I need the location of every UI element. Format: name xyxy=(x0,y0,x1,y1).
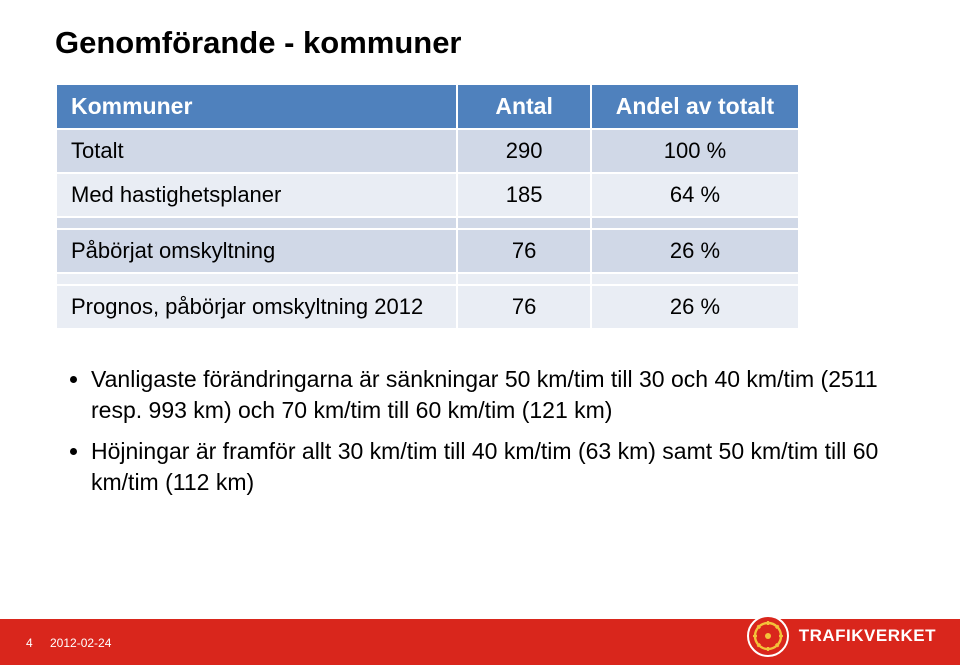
cell: 185 xyxy=(457,173,591,217)
footer: 4 2012-02-24 TRAFIKVERKET xyxy=(0,613,960,665)
data-table: Kommuner Antal Andel av totalt Totalt 29… xyxy=(55,83,800,330)
cell: 76 xyxy=(457,229,591,273)
cell: Påbörjat omskyltning xyxy=(56,229,457,273)
table-row: Prognos, påbörjar omskyltning 2012 76 26… xyxy=(56,285,799,329)
brand-logo-icon xyxy=(747,615,789,657)
cell: 64 % xyxy=(591,173,799,217)
brand-name: TRAFIKVERKET xyxy=(799,626,936,646)
cell: 100 % xyxy=(591,129,799,173)
col-header-1: Antal xyxy=(457,84,591,129)
cell: 76 xyxy=(457,285,591,329)
table-spacer xyxy=(56,273,799,285)
cell: 26 % xyxy=(591,285,799,329)
footer-date: 2012-02-24 xyxy=(50,636,111,650)
col-header-2: Andel av totalt xyxy=(591,84,799,129)
table-row: Totalt 290 100 % xyxy=(56,129,799,173)
table-row: Med hastighetsplaner 185 64 % xyxy=(56,173,799,217)
cell: 26 % xyxy=(591,229,799,273)
table-row: Påbörjat omskyltning 76 26 % xyxy=(56,229,799,273)
slide-title: Genomförande - kommuner xyxy=(55,25,905,61)
bullet-item: Höjningar är framför allt 30 km/tim till… xyxy=(91,436,905,498)
col-header-0: Kommuner xyxy=(56,84,457,129)
bullet-list: Vanligaste förändringarna är sänkningar … xyxy=(69,364,905,498)
cell: Totalt xyxy=(56,129,457,173)
cell: Med hastighetsplaner xyxy=(56,173,457,217)
page-number: 4 xyxy=(26,636,33,650)
bullet-item: Vanligaste förändringarna är sänkningar … xyxy=(91,364,905,426)
brand: TRAFIKVERKET xyxy=(747,615,936,657)
cell: Prognos, påbörjar omskyltning 2012 xyxy=(56,285,457,329)
table-spacer xyxy=(56,217,799,229)
cell: 290 xyxy=(457,129,591,173)
